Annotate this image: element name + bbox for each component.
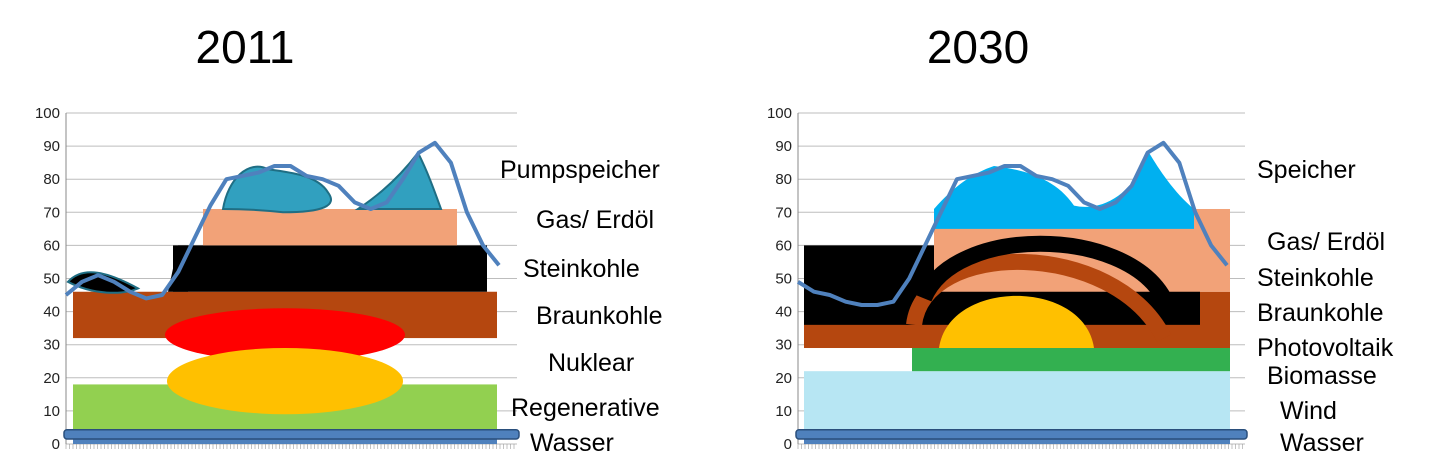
chart-title-2030: 2030: [926, 21, 1030, 73]
y-tick-label: 0: [52, 436, 60, 453]
band-wasser: [63, 429, 520, 440]
legend-label-photovoltaik: Photovoltaik: [1257, 334, 1394, 362]
legend-label-pumpspeicher: Pumpspeicher: [500, 156, 660, 184]
load-curve: [64, 140, 501, 301]
band-gas-erd-l: [203, 208, 457, 246]
y-tick-label: 60: [43, 237, 60, 254]
y-tick-label: 30: [775, 337, 792, 354]
chart-title-2011: 2011: [195, 21, 295, 73]
y-tick-label: 90: [775, 138, 792, 155]
legend-label-braunkohle: Braunkohle: [536, 302, 663, 330]
legend-label-braunkohle-2030: Braunkohle: [1257, 299, 1384, 327]
legend-label-biomasse: Biomasse: [1267, 362, 1377, 390]
band-photovoltaik-dome: [939, 295, 1094, 349]
y-tick-label: 80: [43, 171, 60, 188]
load-curve: [796, 140, 1229, 307]
legend-label-speicher: Speicher: [1257, 156, 1356, 184]
legend-label-gas-erdoel-2030: Gas/ Erdöl: [1267, 228, 1386, 256]
y-tick-label: 40: [43, 304, 60, 321]
legend-label-gas-erdoel: Gas/ Erdöl: [536, 206, 655, 234]
legend-label-steinkohle-2030: Steinkohle: [1257, 264, 1374, 292]
legend-label-steinkohle: Steinkohle: [523, 255, 640, 283]
band-pumpspeicher-blob-1: [221, 165, 332, 214]
legend-label-wind: Wind: [1280, 397, 1337, 425]
band-biomasse: [912, 348, 1230, 372]
y-tick-label: 10: [775, 403, 792, 420]
y-tick-label: 0: [784, 436, 792, 453]
y-tick-label: 60: [775, 237, 792, 254]
y-tick-label: 90: [43, 138, 60, 155]
legend-label-nuklear: Nuklear: [548, 349, 635, 377]
chart-2030: 0 10 20 30 40 50 60 70 80 90 100: [767, 105, 1248, 453]
chart-panel-2030: 2030 0 10 20 30 40 50 60 70 80 90 100 Speicher Gas…: [730, 0, 1455, 469]
band-steinkohle: [173, 245, 487, 292]
band-speicher-blob: [934, 152, 1194, 229]
y-tick-label: 50: [43, 271, 60, 288]
y-tick-label: 10: [43, 403, 60, 420]
legend-label-wasser: Wasser: [530, 429, 614, 457]
band-wind: [804, 371, 1230, 431]
y-tick-label: 30: [43, 337, 60, 354]
band-steinkohle-arch: [916, 235, 1172, 303]
band-yellow-bulge: [167, 348, 403, 415]
legend-label-regenerative: Regenerative: [511, 394, 660, 422]
y-tick-label: 100: [767, 105, 792, 122]
y-tick-label: 20: [775, 370, 792, 387]
y-tick-label: 40: [775, 304, 792, 321]
y-tick-label: 70: [43, 204, 60, 221]
chart-2011: 0 10 20 30 40 50 60 70 80 90 100: [35, 105, 520, 453]
band-nuklear-bulge: [165, 308, 405, 362]
y-tick-label: 70: [775, 204, 792, 221]
y-tick-label: 100: [35, 105, 60, 122]
chart-panel-2011: 2011 0 10 20 30 40 50 60 70 80 90 100 Pumpspeicher…: [0, 0, 720, 469]
band-wasser: [795, 429, 1248, 440]
y-tick-label: 20: [43, 370, 60, 387]
legend-label-wasser-2030: Wasser: [1280, 429, 1364, 457]
y-tick-label: 50: [775, 271, 792, 288]
y-tick-label: 80: [775, 171, 792, 188]
